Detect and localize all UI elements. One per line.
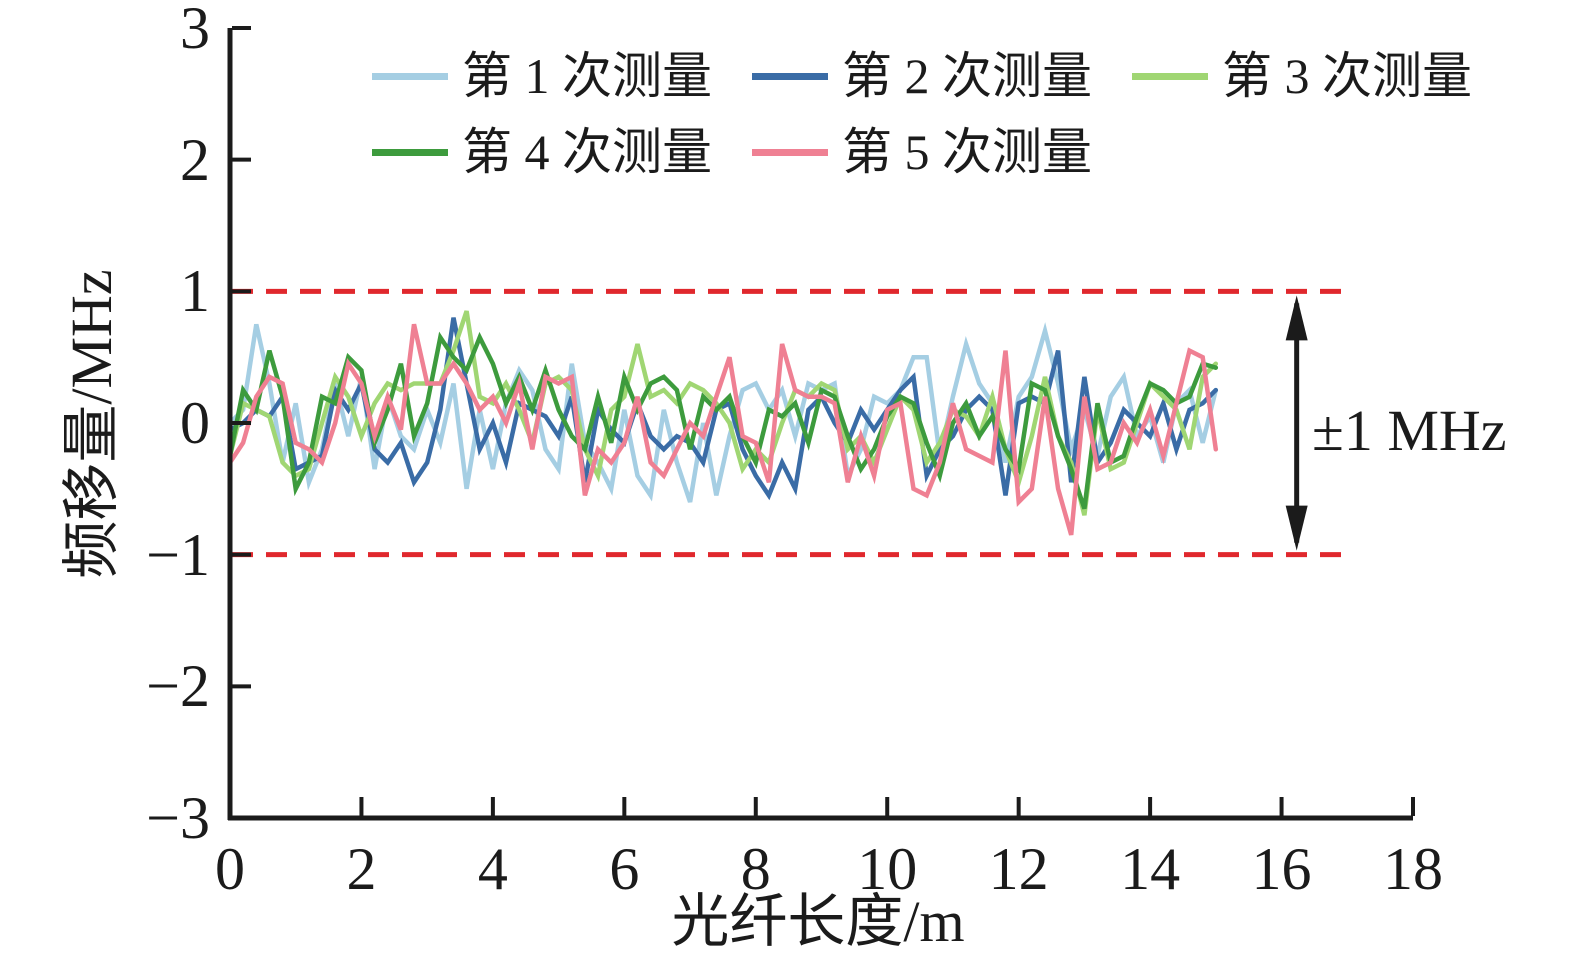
legend-swatch bbox=[372, 148, 448, 156]
legend-item-3: 第 3 次测量 bbox=[1132, 43, 1472, 109]
legend-swatch bbox=[752, 148, 828, 156]
legend-row: 第 1 次测量 第 2 次测量 第 3 次测量 bbox=[372, 40, 1472, 112]
series-line-5 bbox=[227, 323, 1219, 536]
x-tick-label: 6 bbox=[609, 836, 640, 902]
x-tick-label: 2 bbox=[346, 836, 377, 902]
arrowhead-up-icon bbox=[1285, 295, 1308, 341]
y-tick-label: 0 bbox=[180, 390, 210, 456]
x-tick-label: 16 bbox=[1251, 836, 1312, 902]
x-tick-label: 12 bbox=[988, 836, 1049, 902]
x-tick-label: 18 bbox=[1383, 836, 1443, 902]
x-axis-title: 光纤长度/m bbox=[671, 889, 965, 954]
y-tick-label: 3 bbox=[180, 0, 210, 61]
legend-label: 第 5 次测量 bbox=[842, 124, 1092, 180]
series-line-2 bbox=[227, 317, 1219, 501]
arrowhead-down-icon bbox=[1285, 505, 1308, 551]
y-tick-label: 2 bbox=[180, 126, 210, 193]
y-tick-label: −1 bbox=[146, 521, 210, 588]
y-tick-label: −2 bbox=[146, 653, 210, 720]
legend-label: 第 3 次测量 bbox=[1222, 48, 1472, 104]
legend-item-4: 第 4 次测量 bbox=[372, 119, 712, 185]
x-tick-label: 10 bbox=[857, 836, 918, 902]
x-tick-label: 8 bbox=[740, 836, 771, 902]
y-tick-label: −3 bbox=[146, 785, 210, 851]
x-tick-label: 0 bbox=[215, 836, 245, 902]
legend-label: 第 2 次测量 bbox=[842, 48, 1092, 104]
legend: 第 1 次测量 第 2 次测量 第 3 次测量第 4 次测量 第 5 次测量 bbox=[372, 40, 1472, 188]
series-line-3 bbox=[227, 310, 1219, 516]
legend-swatch bbox=[1132, 72, 1208, 80]
legend-swatch bbox=[752, 72, 828, 80]
legend-item-5: 第 5 次测量 bbox=[752, 119, 1092, 185]
legend-label: 第 1 次测量 bbox=[462, 48, 712, 104]
legend-swatch bbox=[372, 72, 448, 80]
legend-item-2: 第 2 次测量 bbox=[752, 43, 1092, 109]
series-line-4 bbox=[227, 331, 1219, 510]
legend-row: 第 4 次测量 第 5 次测量 bbox=[372, 116, 1472, 188]
x-tick-label: 4 bbox=[477, 836, 508, 902]
legend-label: 第 4 次测量 bbox=[462, 124, 712, 180]
legend-item-1: 第 1 次测量 bbox=[372, 43, 712, 109]
tolerance-annotation-label: ±1 MHz bbox=[1312, 398, 1507, 463]
y-tick-label: 1 bbox=[180, 258, 210, 325]
x-tick-label: 14 bbox=[1120, 836, 1181, 902]
y-axis-title: 频移量/MHz bbox=[59, 269, 124, 579]
